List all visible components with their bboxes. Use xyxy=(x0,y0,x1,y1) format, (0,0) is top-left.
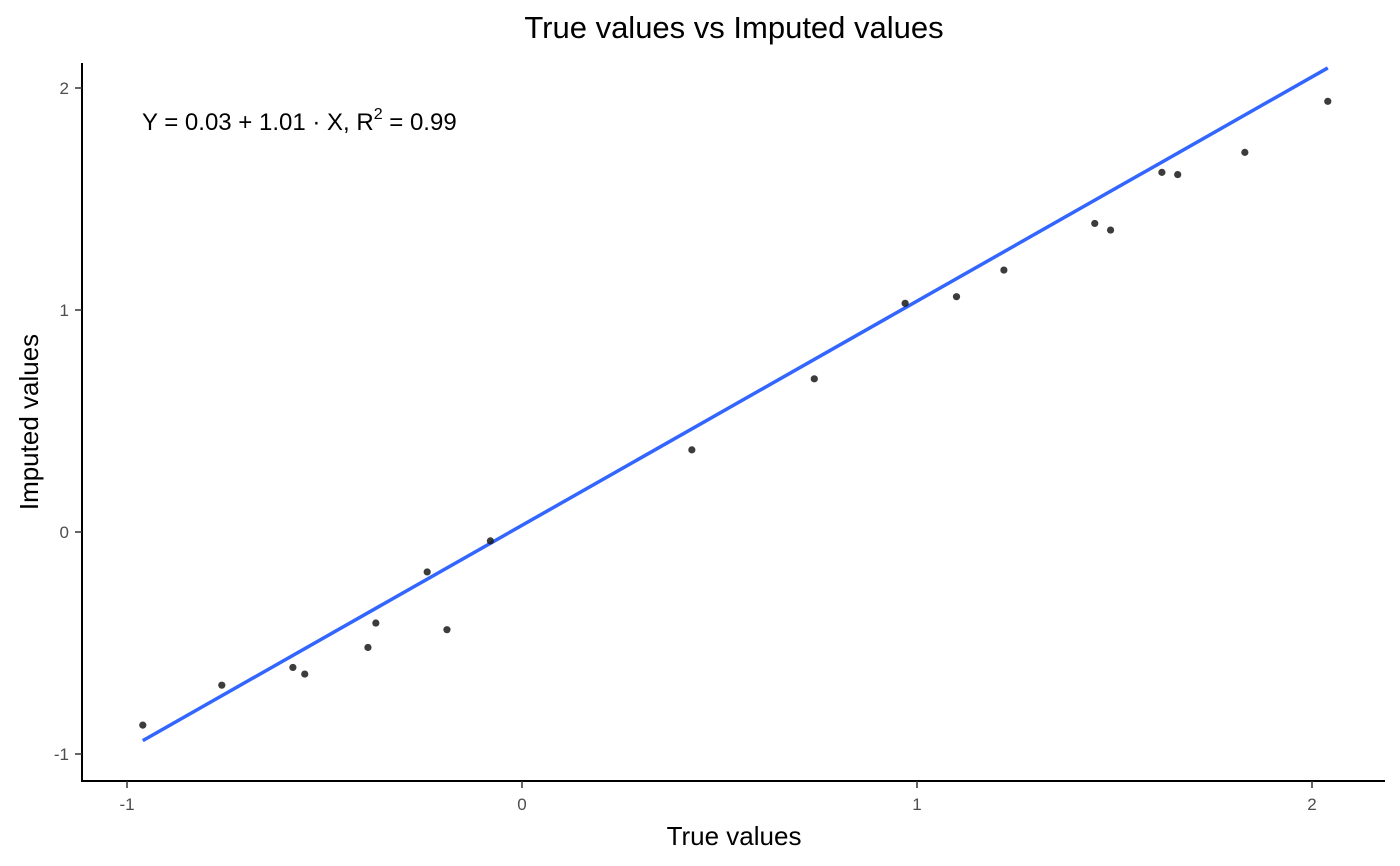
data-point xyxy=(952,293,961,301)
chart-title: True values vs Imputed values xyxy=(524,10,943,45)
equation-text: Y = 0.03 + 1.01 · X, R xyxy=(142,109,374,136)
x-axis-title: True values xyxy=(667,821,802,851)
data-point xyxy=(901,299,909,307)
data-point xyxy=(364,643,372,652)
data-point xyxy=(1324,97,1332,105)
data-point xyxy=(1106,226,1115,234)
data-point xyxy=(1241,148,1249,156)
x-tick-label: 2 xyxy=(1307,795,1316,814)
data-point xyxy=(139,721,147,729)
x-tick-label: -1 xyxy=(119,795,134,814)
data-point xyxy=(1174,170,1182,179)
y-axis-ticks: -1 0 1 2 xyxy=(54,79,82,764)
x-tick-label: 1 xyxy=(912,795,921,814)
data-point xyxy=(301,670,309,678)
data-point xyxy=(218,681,226,689)
x-tick-label: 0 xyxy=(517,795,526,814)
data-point xyxy=(289,663,297,672)
data-point xyxy=(486,537,494,545)
x-axis-ticks: -1 0 1 2 xyxy=(119,781,1317,814)
regression-line xyxy=(141,66,1329,743)
y-tick-label: 2 xyxy=(60,79,69,98)
plot-area xyxy=(139,66,1332,743)
y-tick-label: 0 xyxy=(60,523,69,542)
regression-equation: Y = 0.03 + 1.01 · X, R2 = 0.99 xyxy=(142,106,457,136)
data-point xyxy=(423,568,431,576)
y-tick-label: -1 xyxy=(54,745,69,764)
y-axis-title: Imputed values xyxy=(14,334,44,510)
r-squared-superscript: 2 xyxy=(374,106,383,123)
data-point xyxy=(688,446,696,454)
r-squared-value: = 0.99 xyxy=(383,109,457,136)
data-point xyxy=(1158,168,1166,176)
data-point xyxy=(1000,266,1008,274)
data-point xyxy=(810,375,818,383)
data-point xyxy=(443,626,451,634)
y-tick-label: 1 xyxy=(60,301,69,320)
data-point xyxy=(1091,219,1099,228)
data-point xyxy=(372,619,380,627)
